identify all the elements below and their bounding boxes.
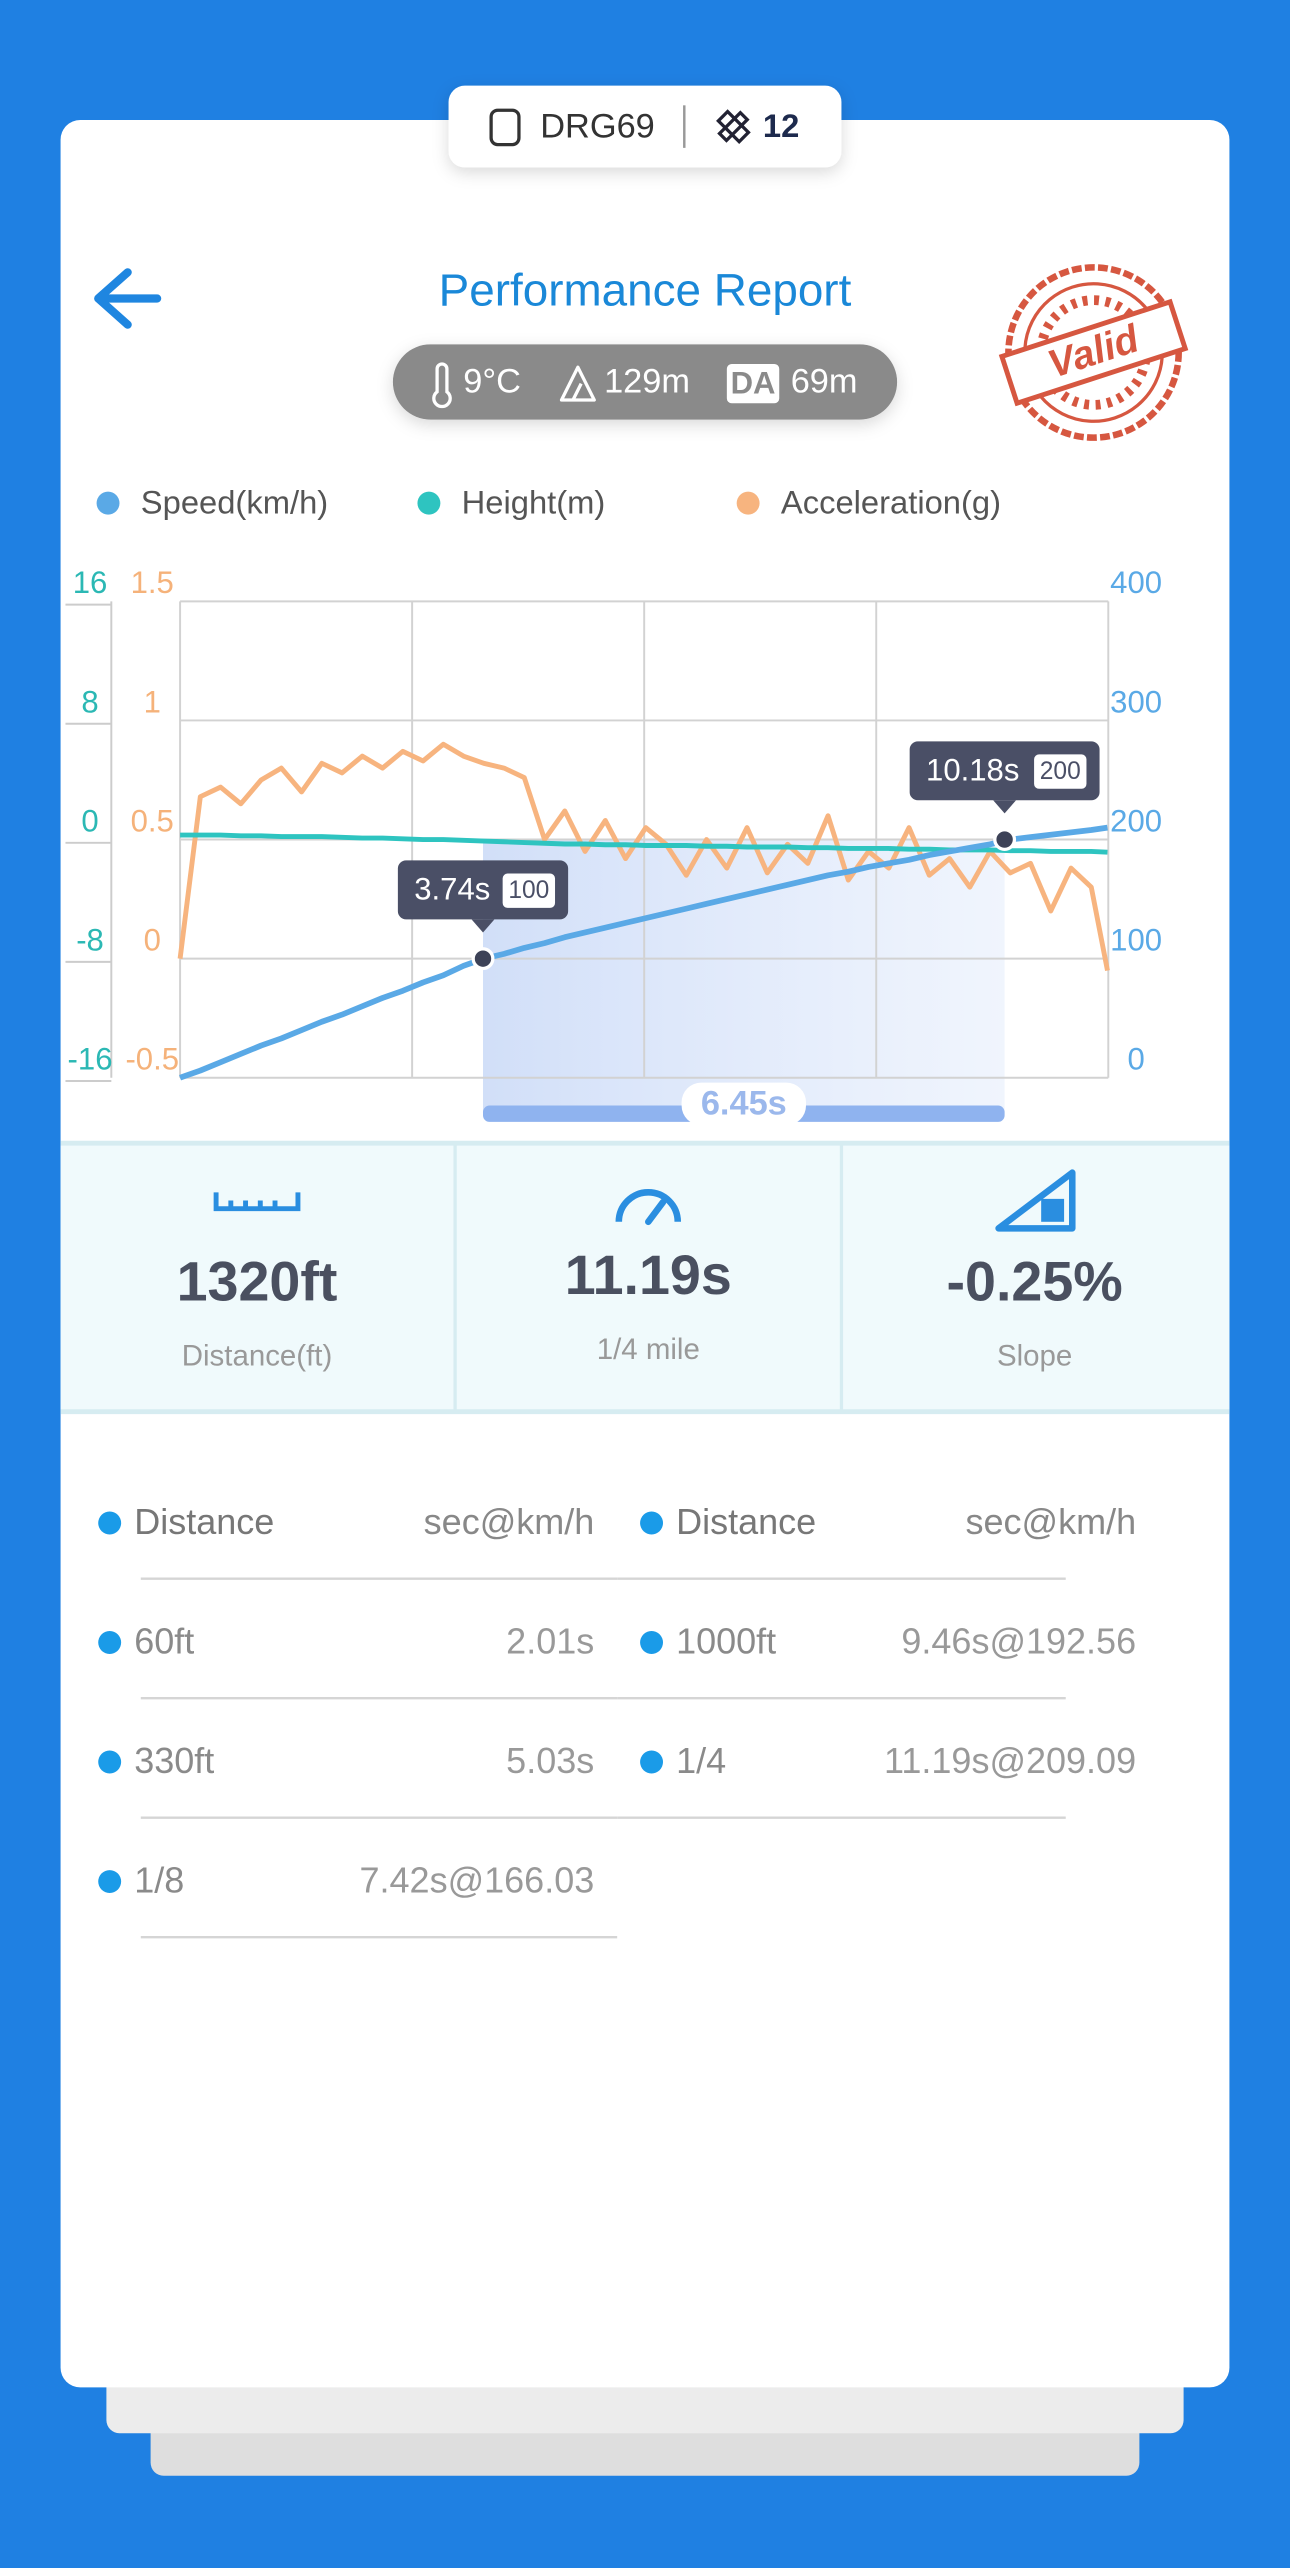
marker-badge-bg bbox=[1034, 754, 1087, 789]
density-altitude: 69m bbox=[791, 363, 858, 401]
row-dot bbox=[640, 1750, 664, 1774]
row-name: 60ft bbox=[134, 1621, 194, 1662]
row-dot bbox=[98, 1511, 122, 1535]
marker-badge: 200 bbox=[1040, 758, 1081, 785]
stat-label: Distance(ft) bbox=[182, 1339, 333, 1372]
row-dot bbox=[640, 1511, 664, 1535]
y3-tick-label: 0.5 bbox=[131, 803, 174, 838]
slope-icon bbox=[995, 1169, 1076, 1232]
span-highlight bbox=[483, 840, 1005, 1114]
marker-badge-bg bbox=[502, 873, 556, 908]
device-name: DRG69 bbox=[540, 107, 655, 145]
splits-table: Distance sec@km/h 60ft 2.01s 330ft 5.03s 1/8 7.… bbox=[98, 1501, 1137, 1939]
card-shadow bbox=[106, 2374, 1184, 2434]
row-name: 1/8 bbox=[134, 1860, 184, 1901]
legend-dot bbox=[417, 491, 441, 515]
marker-time: 3.74s bbox=[414, 872, 490, 907]
row-value: 11.19s@209.09 bbox=[884, 1740, 1136, 1781]
span-label-bg bbox=[681, 1082, 807, 1126]
stats-bg bbox=[60, 1143, 1230, 1412]
y2-tick-label: 400 bbox=[1110, 565, 1162, 600]
y3-tick-label: 0 bbox=[144, 922, 161, 957]
header-name: Distance bbox=[134, 1501, 274, 1542]
y2-tick-label: 200 bbox=[1110, 803, 1162, 838]
marker-point bbox=[471, 947, 495, 971]
chart: Speed(km/h) Height(m) Acceleration(g) -16 -8… bbox=[65, 483, 1162, 1126]
row-value: 9.46s@192.56 bbox=[901, 1621, 1136, 1662]
ruler-icon bbox=[213, 1192, 301, 1212]
y2-tick-label: 300 bbox=[1110, 684, 1162, 719]
page-title: Performance Report bbox=[439, 265, 852, 316]
stat-value: 1320ft bbox=[177, 1250, 338, 1312]
span-label: 6.45s bbox=[701, 1085, 787, 1123]
marker-pointer bbox=[993, 800, 1017, 814]
y3-tick-label: 1 bbox=[144, 684, 161, 719]
row-dot bbox=[98, 1750, 122, 1774]
header-value: sec@km/h bbox=[424, 1501, 595, 1542]
gauge-icon bbox=[615, 1189, 682, 1226]
stats: 1320ft Distance(ft) 11.19s 1/4 mile -0.25% Sl… bbox=[177, 1244, 1123, 1373]
device-pill: DRG69 12 bbox=[448, 85, 842, 168]
marker-point bbox=[993, 828, 1017, 851]
row-name: 1000ft bbox=[676, 1621, 776, 1662]
y-tick-label: -8 bbox=[76, 922, 104, 957]
legend-label: Acceleration(g) bbox=[781, 483, 1001, 520]
y2-tick-label: 100 bbox=[1110, 922, 1162, 957]
y-tick-label: -16 bbox=[68, 1042, 113, 1077]
conditions-pill: 9°C 129m DA 69m bbox=[392, 344, 898, 420]
da-box bbox=[726, 363, 780, 404]
legend-label: Speed(km/h) bbox=[141, 483, 328, 520]
temperature: 9°C bbox=[463, 363, 521, 401]
legend-label: Height(m) bbox=[462, 483, 606, 520]
legend-dot bbox=[96, 491, 120, 515]
phone-icon bbox=[489, 108, 521, 147]
stat-label: Slope bbox=[997, 1339, 1072, 1372]
row-value: 5.03s bbox=[506, 1740, 594, 1781]
back-button[interactable] bbox=[94, 268, 162, 329]
marker-pointer bbox=[471, 919, 495, 933]
thermometer-icon bbox=[432, 362, 452, 409]
row-dot bbox=[98, 1631, 122, 1654]
marker-badge: 100 bbox=[508, 877, 549, 904]
row-name: 1/4 bbox=[676, 1740, 726, 1781]
stat-value: 11.19s bbox=[565, 1244, 732, 1306]
row-value: 7.42s@166.03 bbox=[360, 1860, 595, 1901]
stat-label: 1/4 mile bbox=[597, 1333, 700, 1366]
satellite-count: 12 bbox=[763, 107, 799, 144]
row-value: 2.01s bbox=[506, 1621, 594, 1662]
y-tick-label: 0 bbox=[81, 803, 98, 838]
row-dot bbox=[640, 1631, 664, 1654]
stat-value: -0.25% bbox=[946, 1250, 1122, 1312]
series-line bbox=[179, 824, 1108, 1081]
da-label: DA bbox=[731, 365, 776, 400]
header-value: sec@km/h bbox=[966, 1501, 1137, 1542]
row-dot bbox=[98, 1870, 122, 1893]
marker-time: 10.18s bbox=[926, 753, 1019, 788]
y3-tick-label: 1.5 bbox=[131, 565, 174, 600]
y2-tick-label: 0 bbox=[1127, 1042, 1144, 1077]
valid-stamp: Valid bbox=[998, 264, 1189, 441]
legend-dot bbox=[736, 491, 760, 515]
y-tick-label: 16 bbox=[73, 565, 108, 600]
y-tick-label: 8 bbox=[81, 684, 98, 719]
y3-tick-label: -0.5 bbox=[125, 1042, 179, 1077]
stats-panel bbox=[60, 1140, 1230, 1415]
mountain-icon bbox=[559, 365, 596, 402]
header-name: Distance bbox=[676, 1501, 816, 1542]
pill-bg bbox=[448, 85, 842, 168]
altitude: 129m bbox=[604, 363, 690, 401]
row-name: 330ft bbox=[134, 1740, 214, 1781]
series-line bbox=[177, 741, 1110, 972]
satellite-icon bbox=[716, 109, 751, 144]
